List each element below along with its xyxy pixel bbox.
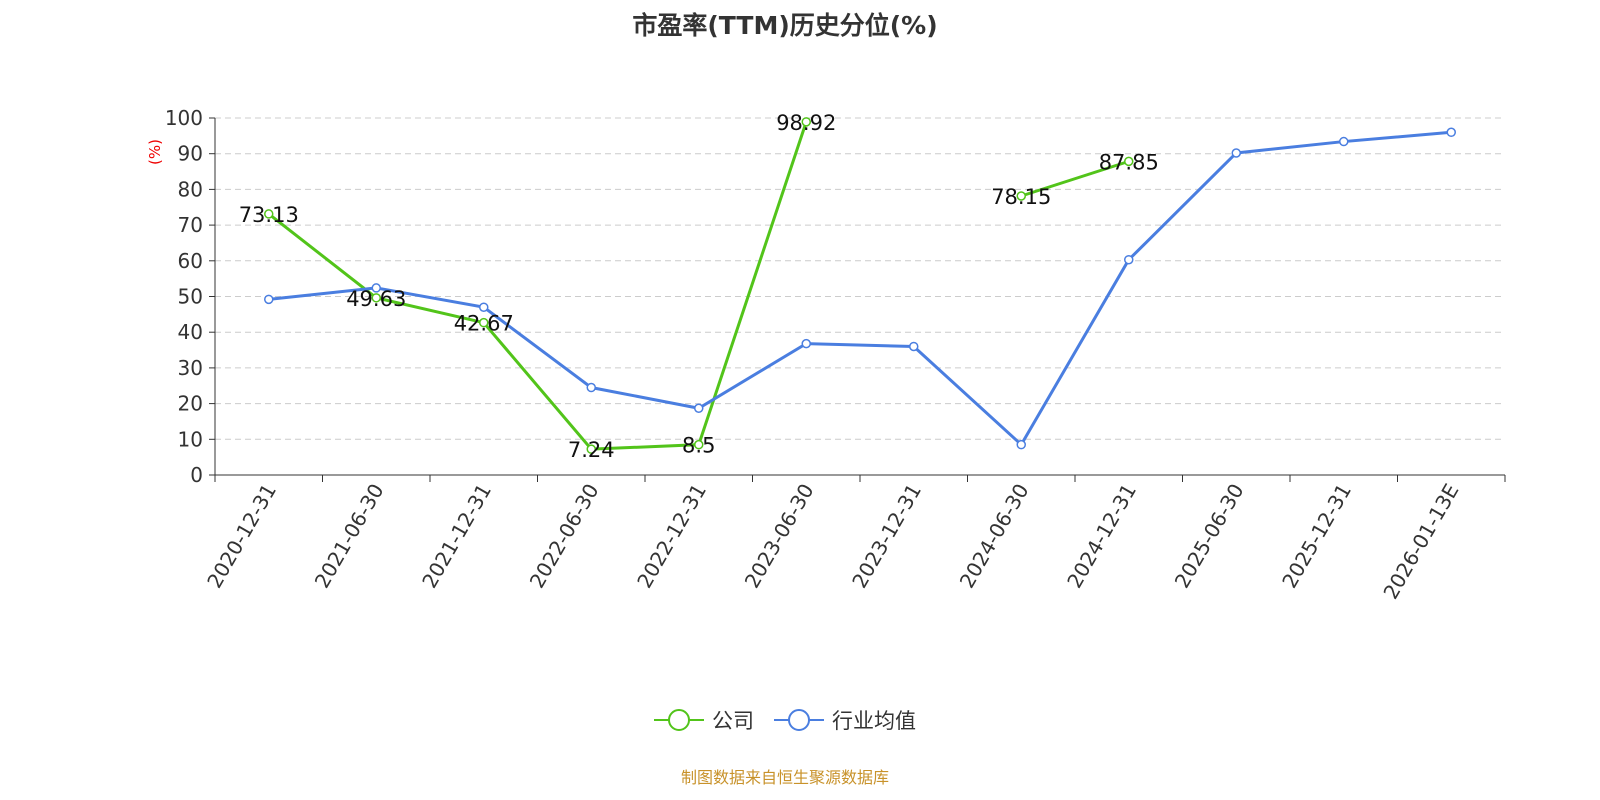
line-chart: 0 10 20 30 40 50 60 70 80 90 100(%) 2020-12-31 2021-… — [146, 106, 1506, 604]
data-point — [801, 117, 811, 127]
x-tick-label: 2026-01-13E — [1378, 480, 1463, 604]
data-point — [1339, 136, 1349, 147]
data-label: 78.15 — [991, 185, 1051, 209]
legend-company-icon — [654, 709, 704, 731]
data-point — [1231, 148, 1241, 158]
y-tick-label: 90 — [178, 142, 203, 166]
legend-label: 行业均值 — [832, 709, 916, 733]
legend-industry-icon — [774, 709, 824, 731]
data-point — [479, 317, 489, 328]
y-tick-label: 40 — [178, 320, 203, 344]
data-label: 49.63 — [346, 287, 406, 311]
legend-item-industry-average[interactable]: 行业均值 — [774, 705, 916, 735]
y-tick-label: 60 — [178, 249, 203, 273]
x-tick-label: 2024-06-30 — [955, 480, 1034, 593]
data-point — [694, 439, 704, 450]
data-point — [264, 209, 274, 219]
data-label: 7.24 — [568, 438, 615, 462]
y-tick-label: 70 — [178, 213, 203, 237]
data-point — [371, 293, 381, 303]
data-point — [479, 302, 489, 312]
x-tick-label: 2025-06-30 — [1170, 480, 1249, 593]
data-point — [1016, 439, 1026, 450]
x-tick-label: 2025-12-31 — [1277, 480, 1356, 593]
data-point — [909, 341, 919, 352]
data-point — [1124, 254, 1134, 265]
data-point — [801, 338, 811, 349]
x-tick-label: 2021-12-31 — [417, 480, 496, 593]
data-point — [586, 382, 596, 393]
data-point — [264, 294, 274, 305]
y-tick-label: 100 — [165, 106, 203, 130]
data-label: 8.5 — [682, 434, 715, 458]
chart-title: 市盈率(TTM)历史分位(%) — [632, 11, 938, 40]
legend-item-company[interactable]: 公司 — [654, 705, 754, 735]
data-label: 73.13 — [239, 203, 299, 227]
y-tick-label: 0 — [190, 463, 203, 487]
series-line-0 — [267, 121, 808, 451]
data-label: 87.85 — [1099, 150, 1159, 174]
x-tick-label: 2022-12-31 — [632, 480, 711, 593]
y-axis-label: (%) — [146, 139, 164, 165]
x-tick-label: 2023-06-30 — [740, 480, 819, 593]
data-point — [694, 403, 704, 413]
x-tick-label: 2023-12-31 — [847, 480, 926, 593]
x-tick-label: 2022-06-30 — [525, 480, 604, 593]
data-point — [1124, 156, 1134, 167]
source-footer: 制图数据来自恒生聚源数据库 — [680, 768, 889, 787]
x-tick-label: 2021-06-30 — [310, 480, 389, 593]
series-line-1 — [268, 130, 1452, 448]
data-point — [371, 283, 381, 293]
data-point — [586, 444, 596, 454]
y-tick-label: 10 — [178, 427, 203, 451]
data-label: 42.67 — [454, 312, 514, 336]
series-line-0 — [1020, 159, 1130, 198]
data-label: 98.92 — [776, 111, 836, 135]
y-tick-label: 30 — [178, 356, 203, 380]
legend: 公司 行业均值 — [0, 705, 1570, 735]
x-tick-label: 2024-12-31 — [1062, 480, 1141, 593]
data-point — [1446, 127, 1456, 138]
data-point — [1016, 191, 1026, 201]
x-tick-label: 2020-12-31 — [202, 480, 281, 593]
y-tick-label: 20 — [178, 392, 203, 416]
legend-label: 公司 — [712, 709, 754, 733]
y-tick-label: 50 — [178, 285, 203, 309]
y-tick-label: 80 — [178, 177, 203, 201]
